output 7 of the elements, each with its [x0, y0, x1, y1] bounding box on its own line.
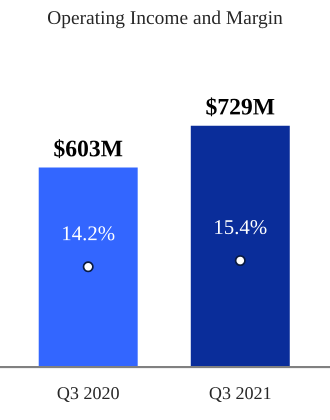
chart-title: Operating Income and Margin — [48, 10, 283, 28]
data-label: 15.4% — [215, 220, 266, 234]
x-tick-label: Q3 2020 — [58, 387, 119, 402]
data-label: 14.2% — [63, 226, 114, 240]
data-label: $729M — [206, 97, 274, 116]
x-tick-label: Q3 2021 — [210, 387, 271, 402]
data-label: $603M — [54, 139, 122, 158]
